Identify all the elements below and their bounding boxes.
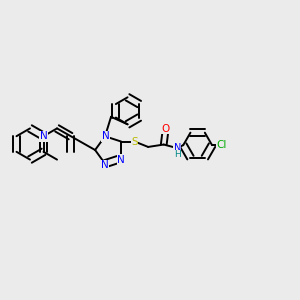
Text: N: N: [174, 143, 181, 153]
Text: Cl: Cl: [217, 140, 227, 150]
Text: S: S: [131, 136, 138, 146]
Text: N: N: [117, 155, 125, 165]
Text: N: N: [102, 131, 110, 141]
Text: O: O: [161, 124, 170, 134]
Text: N: N: [40, 131, 47, 141]
Text: H: H: [174, 150, 181, 159]
Text: N: N: [101, 160, 109, 170]
